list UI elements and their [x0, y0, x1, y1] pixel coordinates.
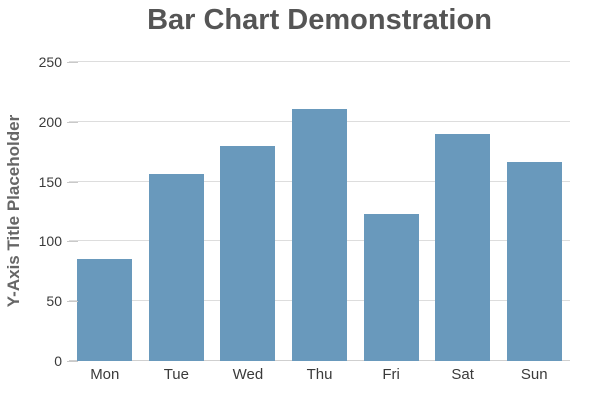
y-tick-mark [67, 181, 78, 183]
gridline [69, 61, 570, 62]
bar-thu[interactable] [292, 108, 347, 361]
bar-mon[interactable] [77, 259, 133, 361]
y-tick-label: 200 [38, 113, 62, 130]
y-axis-title: Y-Axis Title Placeholder [4, 114, 23, 308]
y-tick-mark [67, 121, 78, 123]
y-tick-label: 150 [38, 173, 62, 190]
y-tick-label: 250 [38, 54, 62, 70]
bar-sun[interactable] [506, 162, 562, 361]
y-tick-mark [67, 241, 78, 243]
x-tick-label-thu: Thu [306, 366, 333, 383]
y-tick-mark [67, 301, 78, 303]
y-tick-label: 100 [38, 233, 62, 250]
y-tick-mark [67, 62, 78, 63]
x-tick-label-fri: Fri [382, 366, 400, 383]
x-tick-label-sun: Sun [520, 366, 548, 383]
chart-title: Bar Chart Demonstration [147, 4, 492, 36]
bar-wed[interactable] [220, 145, 276, 361]
bar-sat[interactable] [435, 133, 491, 361]
x-tick-label-wed: Wed [232, 366, 264, 383]
x-tick-label-tue: Tue [163, 366, 189, 383]
bar-tue[interactable] [148, 174, 204, 361]
x-tick-label-mon: Mon [90, 366, 120, 383]
bar-fri[interactable] [363, 213, 419, 361]
y-tick-mark [67, 361, 78, 362]
y-tick-label: 50 [46, 293, 62, 310]
plot-area [69, 61, 570, 361]
y-tick-label: 0 [54, 353, 62, 369]
x-tick-label-sat: Sat [451, 366, 474, 383]
